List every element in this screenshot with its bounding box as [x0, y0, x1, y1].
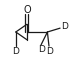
Text: O: O — [23, 5, 31, 15]
Text: D: D — [46, 47, 53, 56]
Text: D: D — [12, 47, 19, 56]
Text: D: D — [38, 45, 45, 54]
Text: D: D — [61, 22, 68, 31]
